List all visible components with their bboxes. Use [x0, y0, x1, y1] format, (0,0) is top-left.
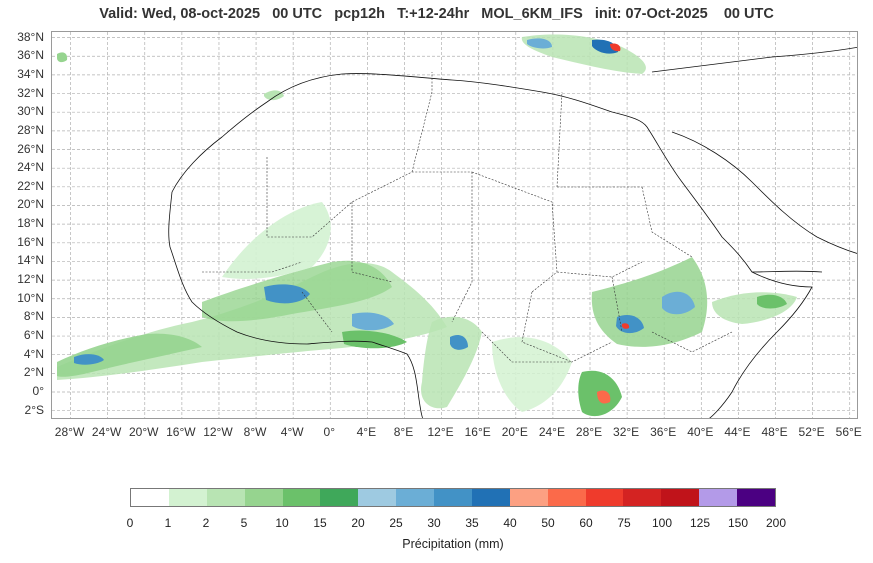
precipitation-field: [57, 34, 797, 417]
longitude-label: 32°E: [613, 425, 640, 439]
latitude-label: 38°N: [17, 29, 44, 44]
latitude-label: 2°N: [23, 365, 44, 380]
latitude-label: 28°N: [17, 122, 44, 137]
colorbar-tick-label: 25: [389, 516, 403, 530]
colorbar-tick-label: 0: [126, 516, 134, 530]
colorbar-tick-label: 100: [651, 516, 673, 530]
colorbar-cell: [131, 489, 169, 506]
longitude-label: 16°W: [166, 425, 196, 439]
colorbar-cell: [320, 489, 359, 506]
latitude-label: 14°N: [17, 253, 44, 268]
colorbar-label: Précipitation (mm): [402, 537, 504, 551]
latitude-label: 4°N: [23, 346, 44, 361]
longitude-label: 0°: [323, 425, 336, 439]
colorbar-cell: [623, 489, 662, 506]
colorbar-tick-label: 5: [240, 516, 248, 530]
colorbar-cell: [168, 489, 207, 506]
colorbar-cell: [547, 489, 586, 506]
colorbar-tick-label: 125: [689, 516, 711, 530]
longitude-label: 12°E: [427, 425, 454, 439]
colorbar-cell: [396, 489, 434, 506]
colorbar-cell: [471, 489, 510, 506]
colorbar-tick-label: 40: [503, 516, 517, 530]
colorbar-cell: [434, 489, 472, 506]
longitude-label: 16°E: [464, 425, 491, 439]
latitude-label: 24°N: [17, 160, 44, 175]
precipitation-map: [51, 31, 858, 419]
latitude-label: 30°N: [17, 104, 44, 119]
latitude-label: 20°N: [17, 197, 44, 212]
colorbar-cell: [244, 489, 283, 506]
longitude-label: 28°W: [54, 425, 85, 439]
longitude-label: 36°E: [650, 425, 677, 439]
colorbar-cell: [509, 489, 548, 506]
coastlines: [168, 46, 857, 418]
longitude-label: 12°W: [203, 425, 233, 439]
colorbar-tick-label: 60: [579, 516, 593, 530]
longitude-label: 28°E: [575, 425, 603, 439]
longitude-label: 44°E: [724, 425, 751, 439]
colorbar-cell: [737, 489, 775, 506]
latitude-label: 12°N: [17, 272, 44, 287]
colorbar-cell: [661, 489, 700, 506]
longitude-label: 24°E: [538, 425, 565, 439]
colorbar-tick-label: 20: [351, 516, 365, 530]
longitude-label: 24°W: [91, 425, 122, 439]
colorbar-cell: [699, 489, 737, 506]
latitude-label: 16°N: [17, 234, 44, 249]
colorbar-tick-label: 50: [541, 516, 555, 530]
longitude-label: 4°E: [356, 425, 377, 439]
longitude-label: 8°W: [243, 425, 267, 439]
colorbar-cell: [282, 489, 321, 506]
colorbar-tick-label: 35: [465, 516, 479, 530]
precipitation-colorbar: [130, 488, 776, 507]
longitude-label: 48°E: [761, 425, 788, 439]
colorbar-tick-label: 2: [202, 516, 210, 530]
latitude-label: 2°S: [24, 402, 44, 417]
longitude-label: 20°W: [129, 425, 159, 439]
colorbar-tick-label: 200: [765, 516, 787, 530]
latitude-label: 34°N: [17, 66, 44, 81]
colorbar-cell: [206, 489, 245, 506]
map-title: Valid: Wed, 08-oct-2025 00 UTC pcp12h T:…: [99, 6, 774, 22]
longitude-label: 52°E: [798, 425, 825, 439]
colorbar-tick-label: 30: [427, 516, 441, 530]
longitude-label: 20°E: [501, 425, 528, 439]
latitude-label: 6°N: [23, 328, 44, 343]
latitude-label: 18°N: [17, 216, 44, 231]
colorbar-tick-label: 150: [727, 516, 749, 530]
colorbar-cell: [358, 489, 397, 506]
latitude-label: 8°N: [23, 309, 44, 324]
latitude-label: 26°N: [17, 141, 44, 156]
longitude-label: 8°E: [393, 425, 414, 439]
colorbar-tick-label: 75: [617, 516, 631, 530]
map-canvas: [52, 32, 857, 418]
latitude-label: 22°N: [17, 178, 44, 193]
latitude-label: 0°: [32, 384, 44, 399]
country-borders: [202, 72, 733, 363]
longitude-label: 4°W: [280, 425, 304, 439]
longitude-label: 56°E: [835, 425, 862, 439]
latitude-label: 10°N: [17, 290, 44, 305]
longitude-label: 40°E: [687, 425, 714, 439]
latitude-label: 36°N: [17, 48, 44, 63]
colorbar-tick-label: 1: [164, 516, 172, 530]
colorbar-cell: [585, 489, 624, 506]
colorbar-tick-label: 10: [275, 516, 289, 530]
colorbar-tick-label: 15: [313, 516, 327, 530]
latitude-label: 32°N: [17, 85, 44, 100]
